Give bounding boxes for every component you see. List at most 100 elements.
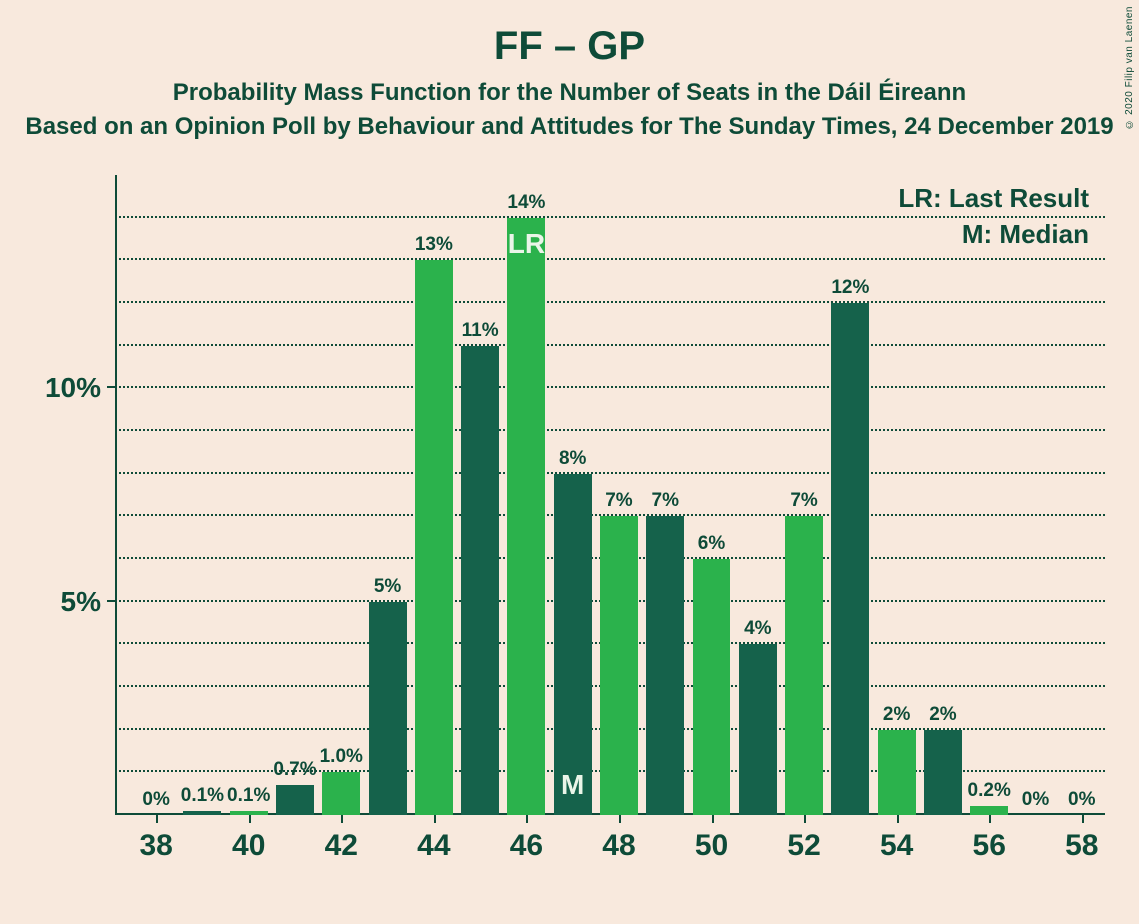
x-tick-mark — [526, 815, 528, 823]
bar-slot: 0% — [1059, 175, 1105, 815]
bar-value-label: 0% — [1068, 789, 1095, 811]
y-tick-label: 5% — [61, 586, 101, 618]
x-tick-mark — [897, 815, 899, 823]
bar-value-label: 7% — [790, 490, 817, 512]
bar-slot: 4% — [735, 175, 781, 815]
x-tick-mark — [249, 815, 251, 823]
x-tick-mark — [989, 815, 991, 823]
x-tick-label — [827, 829, 873, 863]
chart-subtitle-1: Probability Mass Function for the Number… — [0, 79, 1139, 107]
bar-slot: 0.7% — [272, 175, 318, 815]
x-tick-label — [272, 829, 318, 863]
y-tick-mark — [107, 600, 115, 602]
y-tick-label: 10% — [45, 372, 101, 404]
x-tick-label — [550, 829, 596, 863]
y-tick-mark — [107, 386, 115, 388]
bar: 7% — [785, 516, 823, 815]
bar: 0.7% — [276, 785, 314, 815]
x-tick-label — [364, 829, 410, 863]
bar-slot: 0% — [1012, 175, 1058, 815]
x-tick-label — [1012, 829, 1058, 863]
bar-value-label: 0.7% — [273, 759, 316, 781]
bar: 5% — [369, 602, 407, 815]
bar-slot: 0.2% — [966, 175, 1012, 815]
x-tick-label: 38 — [133, 829, 179, 863]
bar-value-label: 2% — [883, 704, 910, 726]
bar-slot: 8% M — [550, 175, 596, 815]
x-tick-label — [179, 829, 225, 863]
bar: 2% — [878, 730, 916, 815]
bar-value-label: 13% — [415, 234, 453, 256]
x-tick-mark — [434, 815, 436, 823]
x-tick-label — [457, 829, 503, 863]
bar-value-label: 2% — [929, 704, 956, 726]
bar-slot: 7% — [642, 175, 688, 815]
bars-container: 0%0.1%0.1%0.7%1.0%5%13%11%14%LR8%M7%7%6%… — [133, 175, 1105, 815]
x-tick-label: 56 — [966, 829, 1012, 863]
y-axis — [115, 175, 117, 815]
bar: 7% — [600, 516, 638, 815]
median-marker: M — [561, 769, 584, 801]
bar-slot: 0% — [133, 175, 179, 815]
bar: 8%M — [554, 474, 592, 815]
chart-title: FF – GP — [0, 24, 1139, 69]
x-tick-mark — [341, 815, 343, 823]
bar-slot: 2% — [874, 175, 920, 815]
title-block: FF – GP Probability Mass Function for th… — [0, 24, 1139, 141]
bar-slot: 7% — [596, 175, 642, 815]
bar-value-label: 0.1% — [181, 785, 224, 807]
bar-value-label: 14% — [507, 192, 545, 214]
bar: 0.2% — [970, 806, 1008, 815]
last-result-marker: LR — [508, 228, 545, 260]
bar-slot: 11% — [457, 175, 503, 815]
bar: 7% — [646, 516, 684, 815]
bar-value-label: 4% — [744, 618, 771, 640]
bar-value-label: 8% — [559, 448, 586, 470]
x-tick-label: 52 — [781, 829, 827, 863]
bar-value-label: 1.0% — [320, 746, 363, 768]
x-tick-label: 58 — [1059, 829, 1105, 863]
bar-slot: 0.1% — [179, 175, 225, 815]
bar-value-label: 12% — [831, 277, 869, 299]
x-tick-mark — [156, 815, 158, 823]
bar: 6% — [693, 559, 731, 815]
x-tick-label — [642, 829, 688, 863]
bar-slot: 14% LR — [503, 175, 549, 815]
x-tick-mark — [619, 815, 621, 823]
x-tick-label — [735, 829, 781, 863]
bar: 0.1% — [183, 811, 221, 815]
bar: 13% — [415, 260, 453, 815]
x-tick-label: 40 — [226, 829, 272, 863]
x-axis-labels: 3840424446485052545658 — [133, 829, 1105, 863]
bar-value-label: 0% — [142, 789, 169, 811]
x-tick-label — [920, 829, 966, 863]
bar: 12% — [831, 303, 869, 815]
x-tick-label: 44 — [411, 829, 457, 863]
x-tick-mark — [1082, 815, 1084, 823]
bar: 4% — [739, 644, 777, 815]
bar-slot: 5% — [364, 175, 410, 815]
bar-slot: 13% — [411, 175, 457, 815]
bar-value-label: 7% — [605, 490, 632, 512]
bar-value-label: 7% — [652, 490, 679, 512]
bar-value-label: 0% — [1022, 789, 1049, 811]
x-tick-label: 42 — [318, 829, 364, 863]
x-tick-mark — [804, 815, 806, 823]
bar-slot: 12% — [827, 175, 873, 815]
bar-value-label: 0.2% — [968, 780, 1011, 802]
bar: 2% — [924, 730, 962, 815]
x-tick-label: 46 — [503, 829, 549, 863]
bar-value-label: 6% — [698, 533, 725, 555]
bar-value-label: 11% — [462, 320, 499, 342]
plot-area: 0%0.1%0.1%0.7%1.0%5%13%11%14%LR8%M7%7%6%… — [115, 175, 1105, 815]
bar-value-label: 5% — [374, 576, 401, 598]
bar-value-label: 0.1% — [227, 785, 270, 807]
bar: 11% — [461, 346, 499, 815]
bar: 14%LR — [507, 218, 545, 815]
bar-slot: 6% — [688, 175, 734, 815]
x-tick-label: 50 — [688, 829, 734, 863]
bar-slot: 0.1% — [226, 175, 272, 815]
bar: 1.0% — [322, 772, 360, 815]
bar-slot: 2% — [920, 175, 966, 815]
x-tick-label: 48 — [596, 829, 642, 863]
